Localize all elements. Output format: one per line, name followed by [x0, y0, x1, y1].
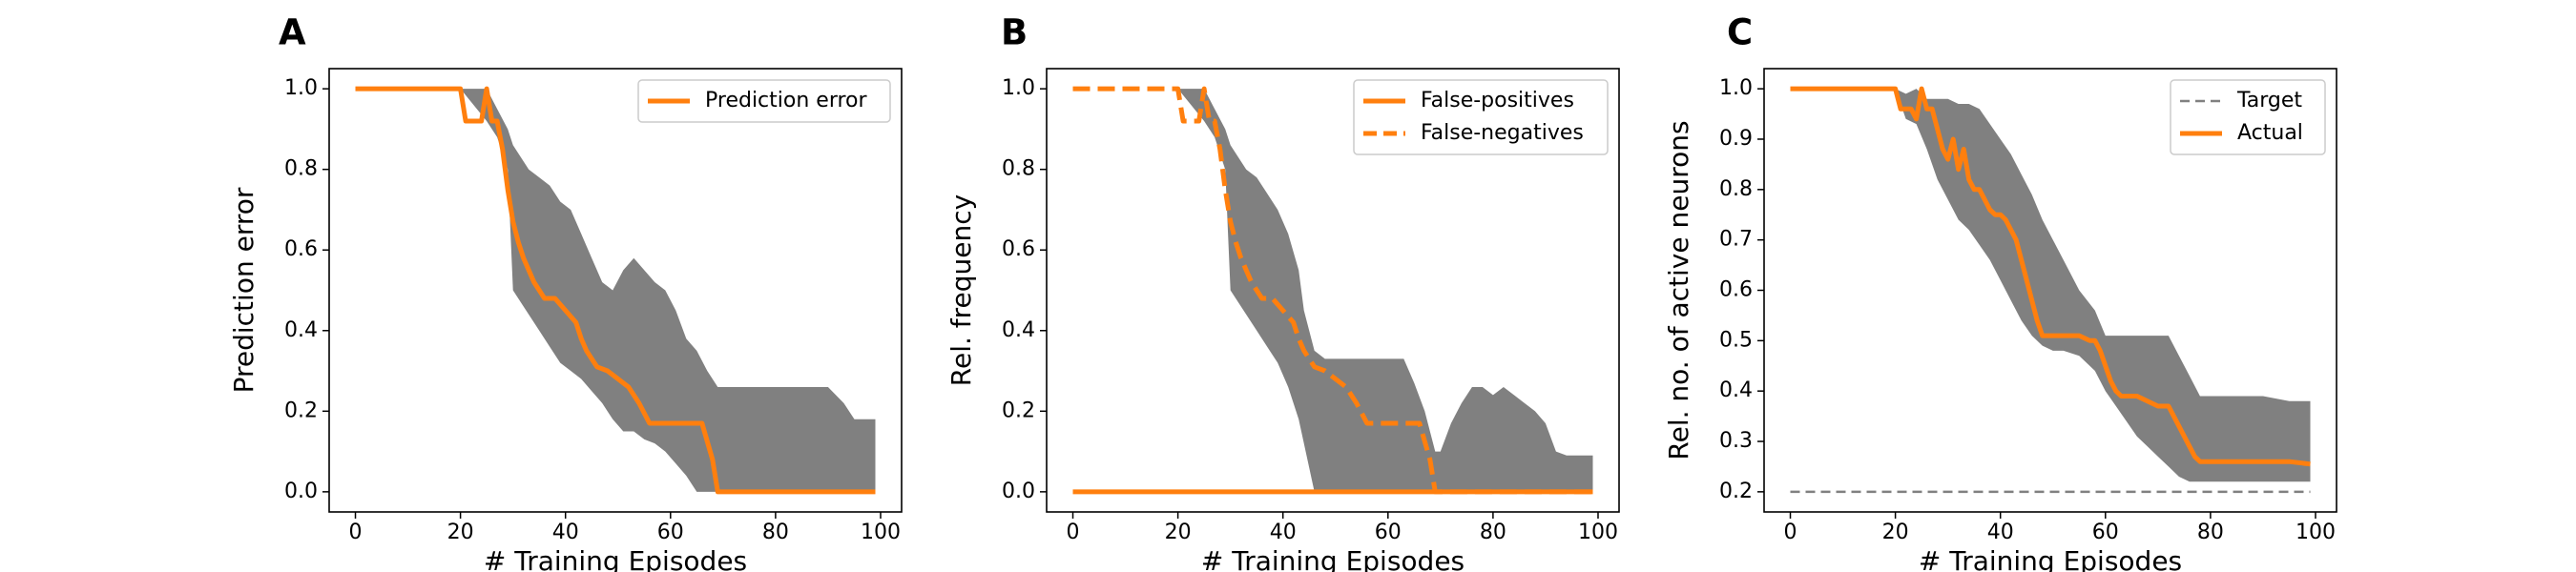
x-tick-label: 20 — [1165, 521, 1192, 544]
legend-label: False-negatives — [1421, 121, 1584, 145]
x-tick-label: 100 — [1578, 521, 1618, 544]
y-tick-label: 1.0 — [1719, 76, 1753, 100]
panel-a: A 0 20 40 60 80 100 0.0 0.2 0.4 0.6 0.8 1.0 # Trainin… — [228, 12, 903, 572]
x-tick-label: 0 — [1784, 521, 1797, 544]
x-tick-label: 80 — [2197, 521, 2224, 544]
panel-letter: B — [1001, 12, 1028, 53]
legend-box — [637, 79, 891, 123]
y-tick-label: 0.2 — [1719, 480, 1753, 503]
y-tick-label: 0.8 — [1002, 157, 1035, 181]
y-tick-label: 0.0 — [1002, 480, 1035, 503]
y-tick-label: 0.8 — [284, 157, 318, 181]
legend-label: Target — [2236, 89, 2302, 112]
y-tick-label: 0.2 — [284, 398, 318, 422]
y-tick-label: 0.4 — [1719, 378, 1753, 402]
x-tick-label: 40 — [1270, 521, 1297, 544]
y-tick-label: 0.4 — [1002, 318, 1035, 342]
panel-letter: A — [279, 12, 306, 53]
legend-label: Prediction error — [705, 89, 867, 112]
panel-b: B 0 20 40 60 80 100 0.0 0.2 0.4 0.6 0.8 1.0 # Trainin… — [945, 12, 1620, 572]
y-axis-label: Rel. frequency — [945, 194, 977, 386]
x-tick-label: 100 — [861, 521, 901, 544]
legend-label: False-positives — [1421, 89, 1574, 112]
x-tick-label: 20 — [447, 521, 474, 544]
legend-box — [1353, 79, 1609, 155]
y-tick-label: 0.6 — [284, 237, 318, 261]
axes-frame — [328, 68, 903, 513]
y-tick-label: 0.6 — [1002, 237, 1035, 261]
x-tick-label: 60 — [657, 521, 684, 544]
y-tick-label: 0.2 — [1002, 398, 1035, 422]
legend: Prediction error — [637, 79, 891, 123]
x-axis-label: # Training Episodes — [1201, 545, 1465, 572]
x-tick-label: 0 — [1067, 521, 1080, 544]
axes-frame — [1046, 68, 1620, 513]
x-tick-label: 0 — [349, 521, 363, 544]
y-tick-label: 1.0 — [284, 76, 318, 100]
y-tick-label: 0.4 — [284, 318, 318, 342]
x-tick-label: 100 — [2296, 521, 2336, 544]
y-tick-label: 0.8 — [1719, 177, 1753, 201]
x-tick-label: 40 — [1987, 521, 2014, 544]
y-tick-label: 0.9 — [1719, 127, 1753, 151]
legend: Target Actual — [2170, 79, 2326, 155]
y-tick-label: 0.6 — [1719, 278, 1753, 302]
confidence-band — [1895, 89, 2311, 482]
x-tick-label: 80 — [762, 521, 789, 544]
confidence-band — [460, 89, 876, 492]
y-tick-label: 1.0 — [1002, 76, 1035, 100]
y-axis-label: Prediction error — [228, 187, 260, 393]
y-axis-label: Rel. no. of active neurons — [1663, 120, 1694, 460]
legend: False-positives False-negatives — [1353, 79, 1609, 155]
series-line — [1072, 86, 1593, 495]
y-tick-label: 0.0 — [284, 480, 318, 503]
panel-letter: C — [1727, 12, 1753, 53]
x-tick-label: 60 — [1375, 521, 1402, 544]
x-axis-label: # Training Episodes — [1919, 545, 2182, 572]
panel-c: C 0 20 40 60 80 100 0.2 0.3 0.4 0.5 0.6 0.7 0.8 0.9 1.0… — [1663, 12, 2337, 572]
x-tick-label: 80 — [1480, 521, 1506, 544]
y-tick-label: 0.3 — [1719, 429, 1753, 453]
series-line — [1790, 86, 2311, 467]
legend-label: Actual — [2237, 121, 2303, 145]
y-tick-label: 0.7 — [1719, 228, 1753, 252]
series-line — [355, 86, 876, 495]
x-tick-label: 40 — [552, 521, 579, 544]
x-axis-label: # Training Episodes — [484, 545, 747, 572]
x-tick-label: 20 — [1882, 521, 1909, 544]
y-tick-label: 0.5 — [1719, 328, 1753, 352]
x-tick-label: 60 — [2092, 521, 2119, 544]
confidence-band — [1177, 89, 1593, 492]
